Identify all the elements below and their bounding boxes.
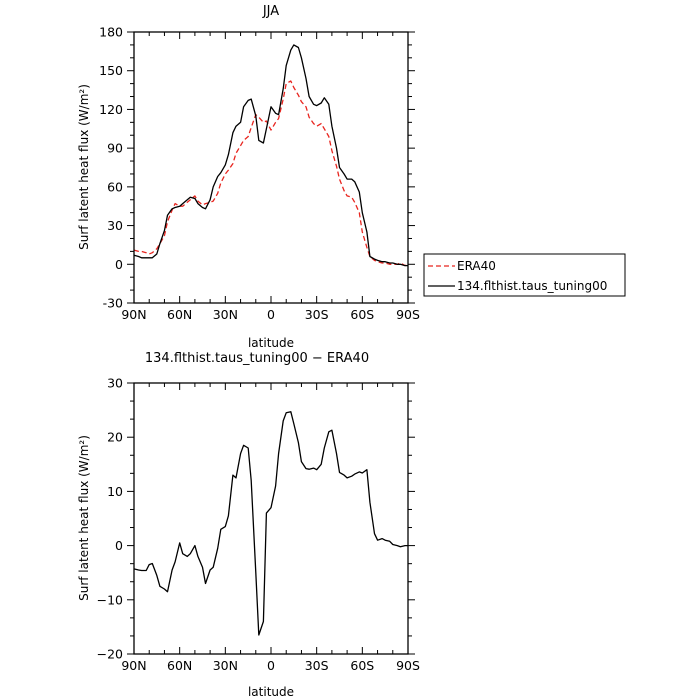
bottom-x-tick-label: 90N bbox=[121, 658, 146, 673]
top-y-tick-label: 120 bbox=[99, 102, 123, 117]
bottom-x-tick-label: 60S bbox=[350, 658, 374, 673]
top-x-tick-label: 30N bbox=[213, 307, 238, 322]
bottom-y-tick-label: 30 bbox=[107, 376, 123, 391]
bottom-plot-frame bbox=[133, 382, 409, 655]
top-x-tick-label: 60N bbox=[167, 307, 192, 322]
legend-label-era40: ERA40 bbox=[457, 259, 496, 273]
top-series-line-era40 bbox=[133, 80, 409, 267]
top-y-tick-label: 150 bbox=[99, 63, 123, 78]
top-x-tick-label: 90N bbox=[121, 307, 146, 322]
top-y-tick-label: -30 bbox=[103, 296, 123, 311]
bottom-y-tick-label: 0 bbox=[115, 538, 123, 553]
bottom-series-line-difference bbox=[133, 411, 408, 636]
bottom-x-tick-label: 0 bbox=[267, 658, 275, 673]
legend: ERA40 134.flthist.taus_tuning00 bbox=[423, 253, 626, 297]
top-y-tick-label: 60 bbox=[107, 179, 123, 194]
legend-label-model: 134.flthist.taus_tuning00 bbox=[457, 279, 607, 293]
bottom-y-tick-label: −10 bbox=[97, 592, 123, 607]
bottom-x-tick-label: 30S bbox=[305, 658, 329, 673]
bottom-y-tick-label: 10 bbox=[107, 484, 123, 499]
top-y-axis-label: Surf latent heat flux (W/m²) bbox=[77, 84, 91, 250]
top-y-tick-label: 30 bbox=[107, 218, 123, 233]
bottom-x-tick-label: 90S bbox=[396, 658, 420, 673]
panel-bottom-chart: 134.flthist.taus_tuning00 − ERA40 Surf l… bbox=[77, 351, 420, 699]
bottom-plot-area: 90N 60N 30N 0 30S 60S 90S −20 −10 0 10 20 30 bbox=[97, 376, 420, 674]
bottom-y-axis-label: Surf latent heat flux (W/m²) bbox=[77, 435, 91, 601]
panel-top-chart: JJA Surf latent heat flux (W/m²) latitud… bbox=[77, 4, 420, 350]
top-chart-title: JJA bbox=[262, 4, 279, 19]
legend-box bbox=[423, 253, 626, 297]
top-x-tick-label: 0 bbox=[267, 307, 275, 322]
top-series-line-134-flthist-taus-tuning00 bbox=[133, 44, 408, 267]
bottom-x-tick-label: 60N bbox=[167, 658, 192, 673]
bottom-y-tick-label: −20 bbox=[97, 647, 123, 662]
top-x-tick-label: 60S bbox=[350, 307, 374, 322]
top-y-tick-label: 180 bbox=[99, 25, 123, 40]
top-plot-area: 90N 60N 30N 0 30S 60S 90S -30 0 30 60 90 120 150 180 bbox=[99, 25, 420, 323]
bottom-y-tick-label: 20 bbox=[107, 430, 123, 445]
top-y-tick-label: 0 bbox=[115, 257, 123, 272]
top-x-tick-label: 30S bbox=[305, 307, 329, 322]
top-plot-frame bbox=[133, 31, 409, 304]
top-x-tick-label: 90S bbox=[396, 307, 420, 322]
bottom-x-axis-label: latitude bbox=[248, 685, 294, 699]
bottom-chart-title: 134.flthist.taus_tuning00 − ERA40 bbox=[145, 351, 369, 366]
top-y-tick-label: 90 bbox=[107, 141, 123, 156]
top-x-axis-label: latitude bbox=[248, 336, 294, 350]
bottom-x-tick-label: 30N bbox=[213, 658, 238, 673]
